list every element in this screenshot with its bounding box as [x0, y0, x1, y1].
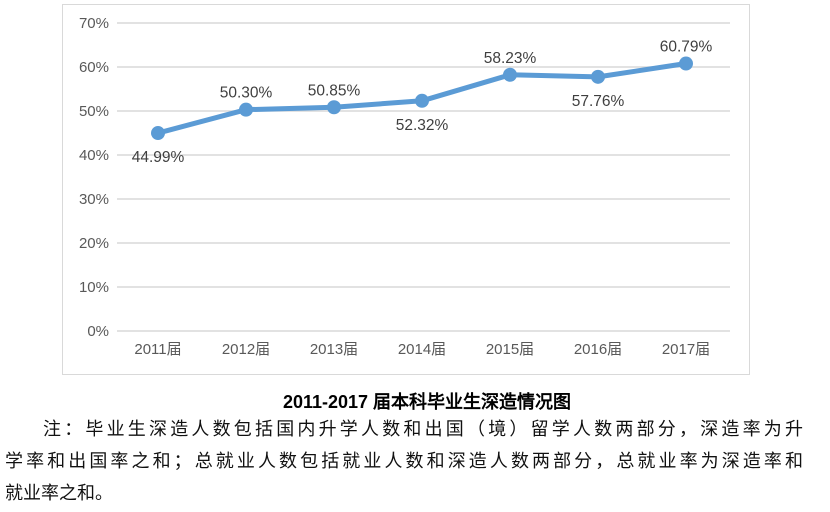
note-line-1: 注：毕业生深造人数包括国内升学人数和出国（境）留学人数两部分，深造率为升 [43, 419, 803, 439]
x-axis-tick-label: 2013届 [310, 341, 358, 358]
x-axis-tick-label: 2017届 [662, 341, 710, 358]
data-point-marker [415, 93, 429, 108]
data-point-label: 57.76% [572, 93, 625, 110]
data-point-marker [679, 56, 693, 71]
data-point-marker [503, 67, 517, 82]
y-axis-tick-label: 50% [79, 103, 109, 120]
data-point-label: 58.23% [484, 50, 537, 67]
data-point-marker [151, 126, 165, 141]
x-axis-tick-label: 2012届 [222, 341, 270, 358]
y-axis-tick-label: 0% [87, 323, 109, 340]
y-axis-tick-label: 70% [79, 15, 109, 32]
data-point-label: 60.79% [660, 39, 713, 56]
data-point-label: 50.85% [308, 82, 361, 99]
x-axis-tick-label: 2015届 [486, 341, 534, 358]
y-axis-tick-label: 20% [79, 235, 109, 252]
data-point-marker [239, 102, 253, 117]
y-axis-tick-label: 30% [79, 191, 109, 208]
note-line-3: 就业率之和。 [5, 483, 113, 503]
x-axis-tick-label: 2011届 [134, 341, 181, 358]
chart-caption: 2011-2017 届本科毕业生深造情况图 [282, 392, 572, 412]
data-point-marker [327, 100, 341, 115]
data-point-label: 44.99% [132, 149, 185, 166]
x-axis-tick-label: 2014届 [398, 341, 446, 358]
data-point-label: 52.32% [396, 117, 449, 134]
note-paragraph: 注：毕业生深造人数包括国内升学人数和出国（境）留学人数两部分，深造率为升 学率和… [5, 413, 803, 509]
y-axis-tick-label: 60% [79, 59, 109, 76]
data-point-label: 50.30% [220, 85, 273, 102]
line-chart: 0% 10% 20% 30% 40% 50% 60% 70% 2011届 2012届 2013届 20… [79, 15, 730, 358]
x-axis-tick-label: 2016届 [574, 341, 622, 358]
y-axis-tick-label: 40% [79, 147, 109, 164]
chart-frame: 0% 10% 20% 30% 40% 50% 60% 70% 2011届 2012届 2013届 20… [62, 4, 750, 375]
y-axis-tick-label: 10% [79, 279, 109, 296]
note-line-2: 学率和出国率之和；总就业人数包括就业人数和深造人数两部分，总就业率为深造率和 [5, 451, 803, 471]
data-point-marker [591, 69, 605, 84]
